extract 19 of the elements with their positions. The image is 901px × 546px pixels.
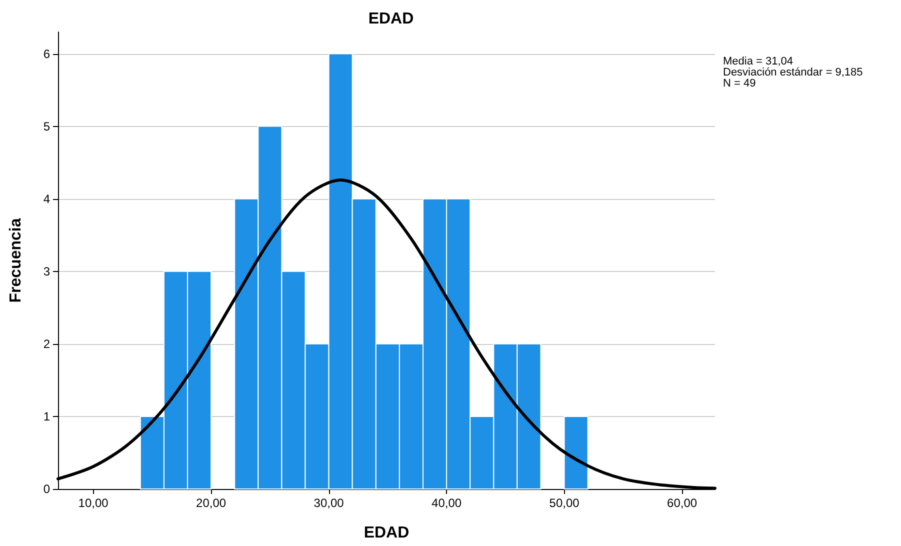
x-axis-title: EDAD [364,524,410,542]
y-tick-label: 0 [43,482,50,496]
y-axis-title: Frecuencia [8,218,24,303]
chart-title: EDAD [368,10,414,28]
text: N = 49 [723,78,756,90]
x-tick-label: 50,00 [549,496,580,510]
x-tick-label: 10,00 [78,496,109,510]
y-tick-label: 2 [43,336,50,351]
y-tick-label: 1 [43,409,50,424]
y-tick-label: 5 [43,119,50,134]
y-tick-label: 3 [43,264,50,278]
text: Media = 31,04 [723,56,794,68]
y-tick-label: 6 [43,46,50,61]
x-tick-label: 60,00 [667,496,698,510]
text: Desviación estándar = 9,185 [723,66,863,78]
x-tick-label: 40,00 [432,496,462,510]
y-tick-label: 4 [43,192,50,206]
x-tick-label: 20,00 [196,496,226,510]
x-tick-label: 30,00 [314,496,344,510]
